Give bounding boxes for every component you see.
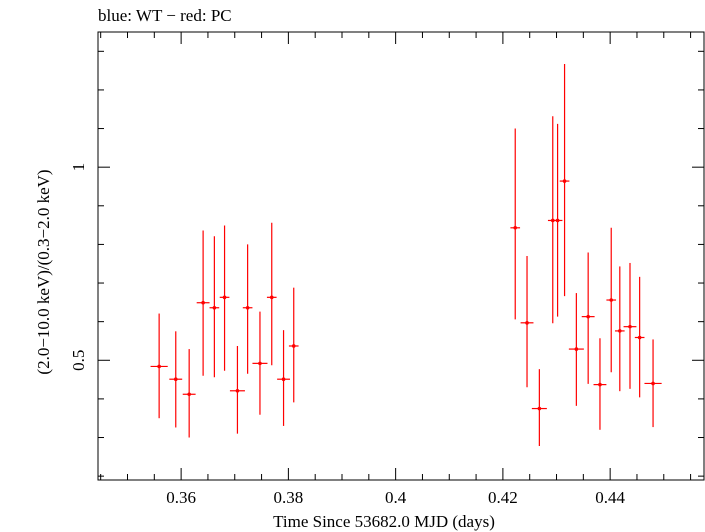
point-marker bbox=[173, 377, 178, 382]
point-marker bbox=[212, 305, 217, 310]
point-marker bbox=[187, 392, 191, 397]
data-point bbox=[150, 313, 168, 419]
data-point bbox=[581, 252, 595, 384]
data-point bbox=[568, 293, 584, 406]
data-point bbox=[510, 128, 521, 320]
data-point bbox=[229, 345, 245, 434]
data-point bbox=[288, 287, 299, 403]
point-marker bbox=[222, 295, 227, 300]
y-tick-label: 0.5 bbox=[69, 350, 88, 371]
data-point bbox=[242, 244, 253, 374]
point-marker bbox=[201, 300, 205, 305]
point-marker bbox=[525, 321, 529, 325]
point-marker bbox=[562, 179, 567, 183]
point-marker bbox=[245, 305, 250, 310]
data-point bbox=[209, 236, 220, 378]
x-axis-label: Time Since 53682.0 MJD (days) bbox=[273, 512, 495, 531]
data-point bbox=[252, 311, 268, 415]
data-point bbox=[559, 64, 570, 297]
point-marker bbox=[586, 314, 590, 319]
data-point bbox=[196, 230, 210, 376]
x-tick-label: 0.44 bbox=[595, 488, 625, 507]
point-marker bbox=[574, 347, 579, 351]
data-point bbox=[531, 369, 547, 447]
x-tick-label: 0.4 bbox=[385, 488, 407, 507]
data-point bbox=[169, 331, 183, 428]
data-point bbox=[606, 227, 617, 373]
y-tick-label: 1 bbox=[69, 163, 88, 172]
point-marker bbox=[235, 388, 240, 393]
data-point bbox=[182, 349, 196, 438]
y-axis-label: (2.0−10.0 keV)/(0.3−2.0 keV) bbox=[34, 169, 53, 374]
point-marker bbox=[637, 335, 642, 340]
data-point bbox=[520, 256, 534, 388]
point-marker bbox=[609, 298, 614, 302]
point-marker bbox=[291, 344, 296, 348]
point-marker bbox=[628, 324, 632, 329]
point-marker bbox=[537, 406, 542, 411]
point-marker bbox=[618, 329, 622, 333]
data-point bbox=[644, 339, 662, 428]
data-point bbox=[623, 262, 637, 389]
chart-title: blue: WT − red: PC bbox=[98, 6, 232, 25]
data-point bbox=[552, 123, 563, 317]
x-tick-label: 0.36 bbox=[166, 488, 196, 507]
axis-ticks: 0.36 0.38 0.4 0.42 0.44 0.5 1 bbox=[69, 32, 704, 507]
plot-frame bbox=[97, 31, 705, 481]
x-tick-label: 0.38 bbox=[274, 488, 304, 507]
data-point bbox=[266, 222, 277, 366]
point-marker bbox=[598, 382, 602, 387]
point-marker bbox=[157, 364, 161, 369]
data-point bbox=[614, 266, 625, 392]
data-point bbox=[634, 276, 645, 398]
data-point bbox=[277, 330, 290, 426]
point-marker bbox=[269, 295, 274, 300]
data-points bbox=[150, 64, 662, 447]
point-marker bbox=[513, 226, 518, 230]
point-marker bbox=[258, 361, 262, 366]
data-point bbox=[593, 338, 607, 430]
data-point bbox=[219, 225, 230, 371]
point-marker bbox=[281, 377, 286, 382]
point-marker bbox=[555, 218, 560, 223]
point-marker bbox=[651, 381, 655, 386]
x-tick-label: 0.42 bbox=[488, 488, 518, 507]
